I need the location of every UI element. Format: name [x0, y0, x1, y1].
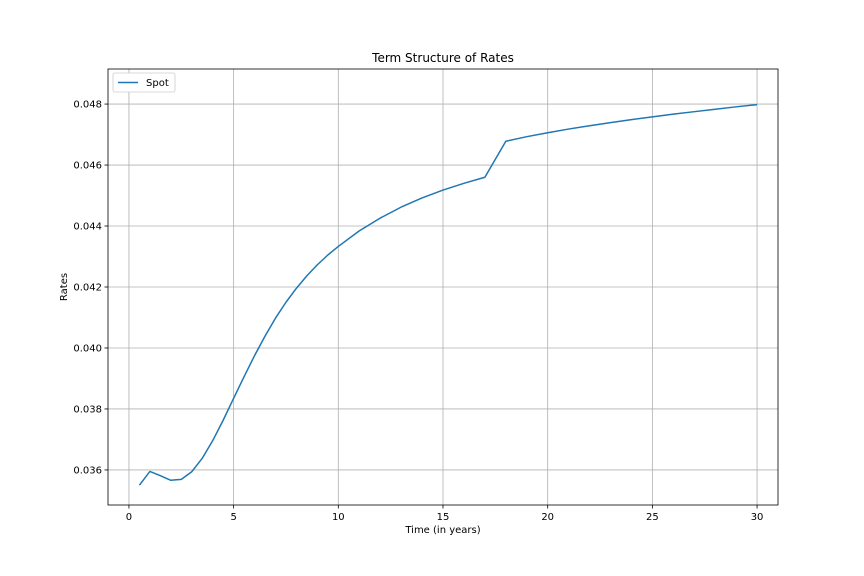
y-tick-label: 0.046	[73, 161, 102, 172]
legend: Spot	[112, 72, 176, 93]
y-tick-label: 0.040	[73, 343, 102, 354]
series-line-spot	[138, 103, 758, 486]
grid-lines	[108, 69, 778, 505]
y-tick-label: 0.038	[73, 404, 102, 415]
y-tick-label: 0.048	[73, 100, 102, 111]
y-axis-ticks: 0.036 0.038 0.040 0.042 0.044 0.046 0.048	[73, 100, 108, 476]
x-tick-label: 0	[126, 512, 132, 523]
x-tick-label: 5	[230, 512, 236, 523]
y-tick-label: 0.042	[73, 283, 102, 294]
line-layer	[138, 103, 758, 486]
x-tick-label: 25	[646, 512, 659, 523]
y-axis-label: Rates	[59, 273, 70, 301]
legend-label-spot: Spot	[146, 78, 169, 89]
x-tick-label: 15	[437, 512, 450, 523]
chart-title: Term Structure of Rates	[371, 51, 514, 65]
y-tick-label: 0.036	[73, 465, 102, 476]
x-tick-label: 10	[332, 512, 345, 523]
x-tick-label: 30	[751, 512, 764, 523]
x-axis-label: Time (in years)	[404, 525, 480, 536]
y-tick-label: 0.044	[73, 222, 102, 233]
x-axis-ticks: 0 5 10 15 20 25 30	[126, 505, 764, 523]
legend-box	[112, 72, 176, 93]
x-tick-label: 20	[541, 512, 554, 523]
